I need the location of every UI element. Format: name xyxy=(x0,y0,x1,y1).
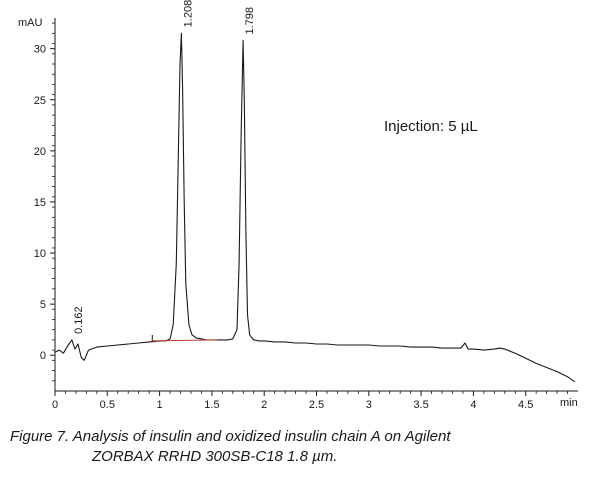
integration-baseline xyxy=(152,339,218,342)
y-tick-label: 20 xyxy=(34,146,46,158)
figure-caption-line-2: ZORBAX RRHD 300SB-C18 1.8 µm. xyxy=(92,448,338,465)
peak-label: 1.208 xyxy=(182,0,194,27)
y-tick-label: 25 xyxy=(34,95,46,107)
x-tick-label: 4 xyxy=(470,399,476,411)
x-tick-label: 4.5 xyxy=(518,399,533,411)
x-tick-label: 2 xyxy=(261,399,267,411)
chart-labels: 0.162 1.208 1.798 xyxy=(73,0,256,334)
chart-markers xyxy=(151,334,218,342)
peak-label: 0.162 xyxy=(73,306,85,334)
x-tick-label: 3.5 xyxy=(413,399,428,411)
x-tick-label: 1.5 xyxy=(204,399,219,411)
injection-annotation: Injection: 5 µL xyxy=(384,118,478,135)
chromatogram-trace xyxy=(54,32,576,383)
x-tick-label: 1 xyxy=(157,399,163,411)
y-tick-label: 0 xyxy=(40,350,46,362)
y-tick-label: 10 xyxy=(34,248,46,260)
x-tick-label: 0 xyxy=(52,399,58,411)
x-tick-label: 3 xyxy=(366,399,372,411)
y-tick-label: 15 xyxy=(34,197,46,209)
x-axis-unit-label: min xyxy=(560,397,578,409)
y-tick-label: 5 xyxy=(40,299,46,311)
x-tick-label: 0.5 xyxy=(100,399,115,411)
chart-axes xyxy=(54,18,578,392)
y-tick-label: 30 xyxy=(34,44,46,56)
y-axis-unit-label: mAU xyxy=(18,17,43,29)
peak-label: 1.798 xyxy=(244,7,256,35)
chart-trace-layer xyxy=(54,32,576,383)
chart-ticks: 0 5 10 15 20 25 30 0 0.5 1 1.5 2 2.5 3 3.5 4 4.5 xyxy=(34,22,568,411)
figure-caption-line-1: Figure 7. Analysis of insulin and oxidiz… xyxy=(10,428,451,445)
chromatogram-chart: 0 5 10 15 20 25 30 0 0.5 1 1.5 2 2.5 3 3.5 4 4.5 0.162 1.… xyxy=(18,0,578,411)
x-tick-label: 2.5 xyxy=(309,399,324,411)
